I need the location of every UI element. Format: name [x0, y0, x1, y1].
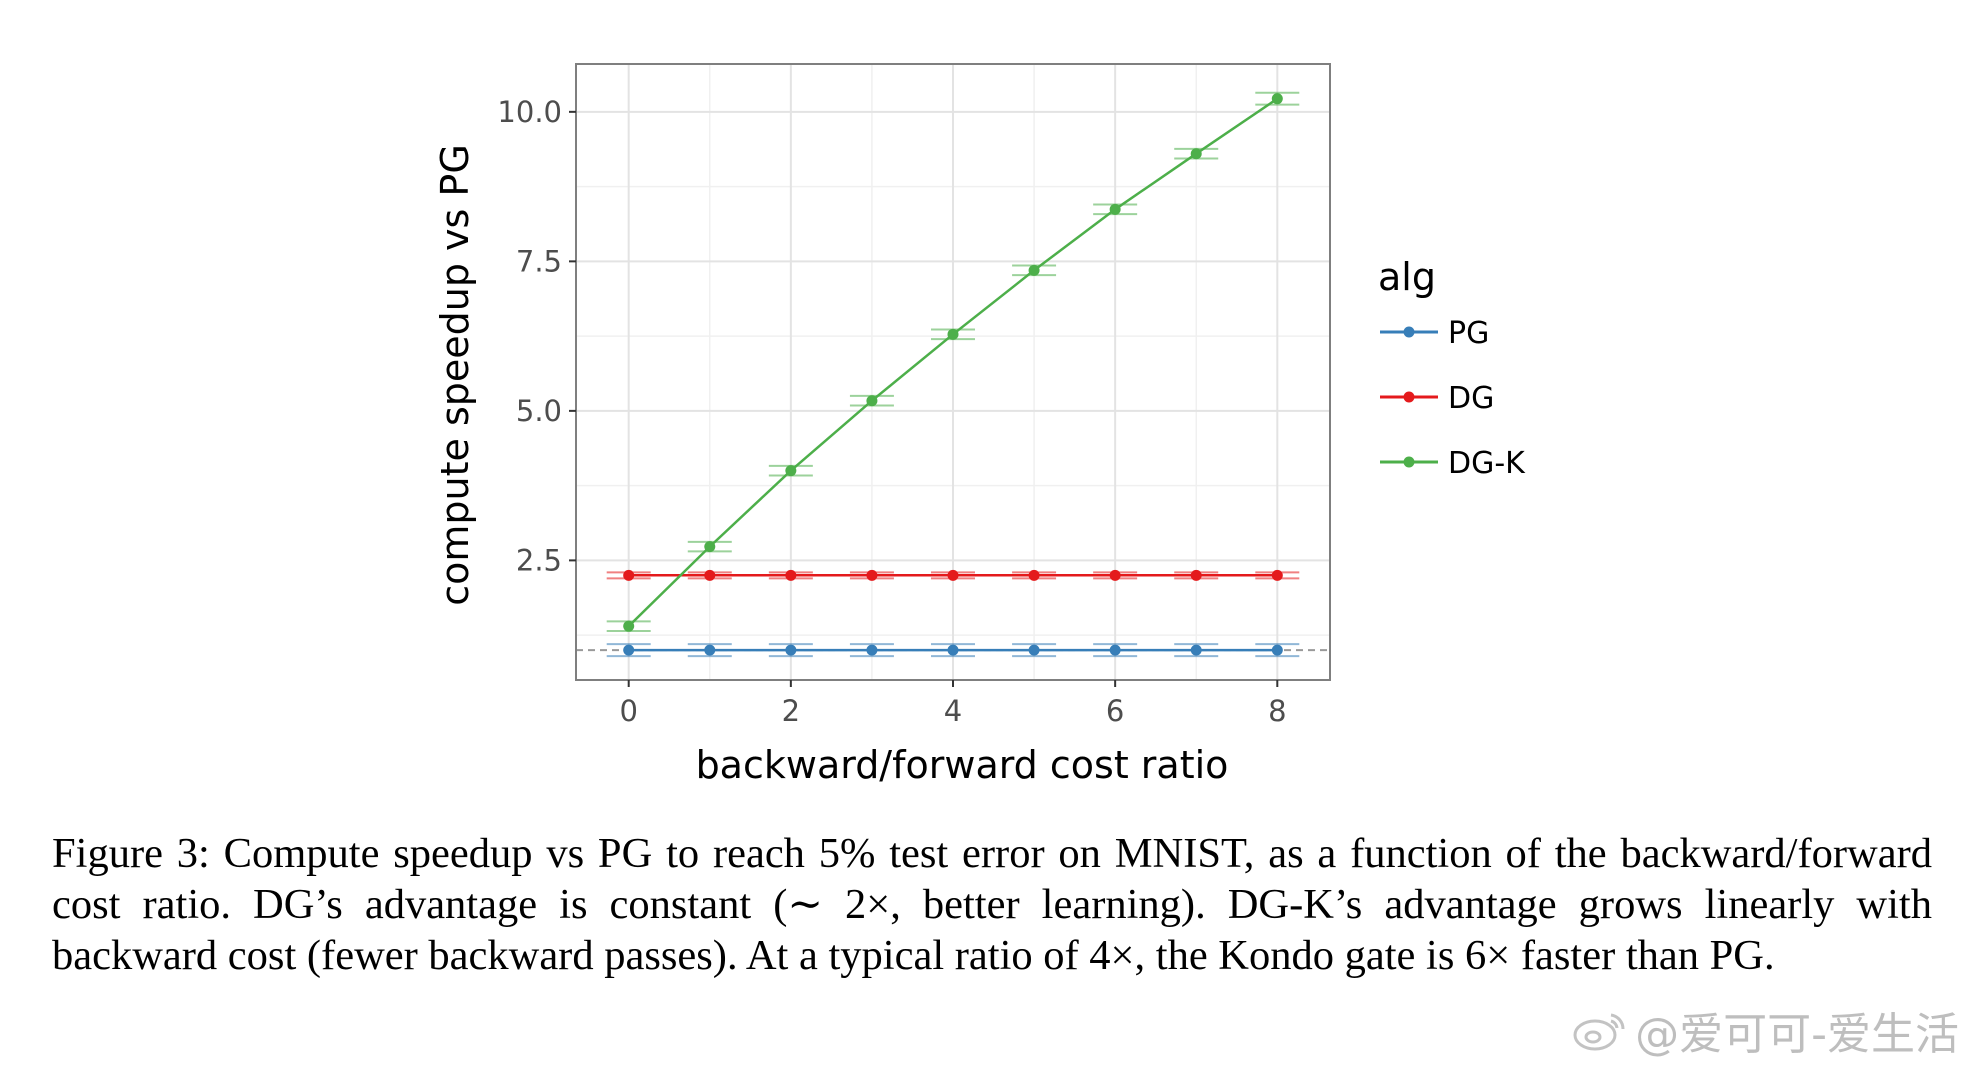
x-tick-label: 6	[1106, 694, 1124, 728]
legend-label: DG-K	[1448, 446, 1526, 481]
weibo-logo-icon	[1573, 1013, 1625, 1051]
data-point	[866, 395, 878, 407]
data-point	[1271, 569, 1283, 581]
y-tick-label: 7.5	[516, 244, 562, 278]
legend-label: DG	[1448, 381, 1494, 416]
legend-item-pg: PG	[1380, 316, 1489, 351]
x-tick-label: 0	[619, 694, 637, 728]
data-point	[785, 569, 797, 581]
data-point	[623, 644, 635, 656]
figure-caption: Figure 3: Compute speedup vs PG to reach…	[52, 830, 1932, 979]
y-axis-title: compute speedup vs PG	[433, 144, 477, 606]
data-point	[623, 620, 635, 632]
data-point	[704, 541, 716, 553]
data-point	[704, 644, 716, 656]
data-point	[947, 328, 959, 340]
series-pg	[606, 643, 1300, 658]
y-tick-label: 10.0	[497, 95, 562, 129]
ticks-group: 0 2 4 6 8 2.5 5.0 7.5 10.0	[497, 95, 1286, 728]
data-point	[623, 569, 635, 581]
data-point	[704, 569, 716, 581]
data-point	[785, 465, 797, 477]
series-dg	[606, 569, 1300, 581]
legend-item-dg-k: DG-K	[1380, 446, 1526, 481]
data-point	[1271, 644, 1283, 656]
legend-title: alg	[1378, 255, 1436, 299]
data-point	[866, 569, 878, 581]
grid	[576, 64, 1330, 680]
legend-key-point	[1403, 456, 1415, 468]
series-group	[606, 91, 1300, 658]
data-point	[1109, 644, 1121, 656]
legend-items: PG DG DG-K	[1380, 316, 1526, 481]
data-point	[947, 569, 959, 581]
legend-item-dg: DG	[1380, 381, 1494, 416]
data-point	[1190, 148, 1202, 160]
data-point	[947, 644, 959, 656]
series-dg-k	[606, 91, 1300, 632]
data-point	[866, 644, 878, 656]
data-point	[1271, 93, 1283, 105]
data-point	[785, 644, 797, 656]
y-tick-label: 2.5	[516, 543, 562, 577]
data-point	[1190, 569, 1202, 581]
data-point	[1109, 569, 1121, 581]
legend-key-point	[1403, 391, 1415, 403]
data-point	[1028, 569, 1040, 581]
data-point	[1190, 644, 1202, 656]
data-point	[1109, 203, 1121, 215]
x-axis-title: backward/forward cost ratio	[696, 743, 1229, 787]
watermark: @爱可可-爱生活	[1571, 998, 1959, 1062]
chart: 0 2 4 6 8 2.5 5.0 7.5 10.0 backward/forward cost…	[433, 63, 1526, 787]
x-tick-label: 2	[782, 694, 800, 728]
legend-key-point	[1403, 326, 1415, 338]
watermark-text: @爱可可-爱生活	[1635, 1009, 1959, 1060]
data-point	[1028, 264, 1040, 276]
legend: alg PG DG DG-K	[1378, 255, 1526, 481]
x-tick-label: 8	[1268, 694, 1286, 728]
x-tick-label: 4	[944, 694, 962, 728]
y-tick-label: 5.0	[516, 394, 562, 428]
data-point	[1028, 644, 1040, 656]
legend-label: PG	[1448, 316, 1489, 351]
